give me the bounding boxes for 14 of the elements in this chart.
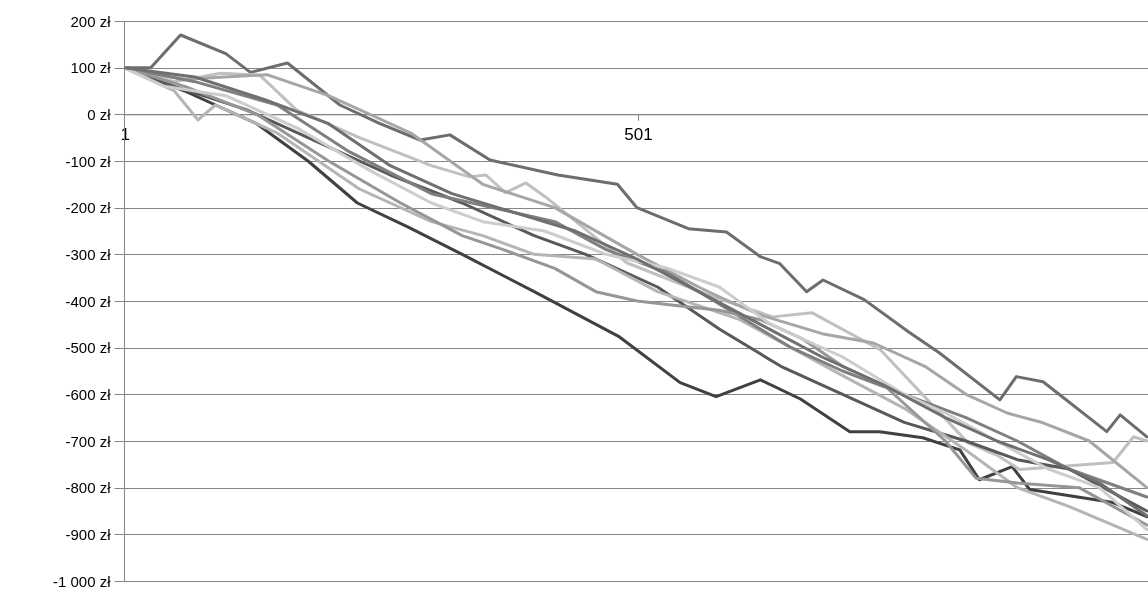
y-tick-label: 0 zł	[87, 105, 112, 123]
x-tick-label: 501	[624, 124, 653, 144]
y-tick-label: -1 000 zł	[52, 572, 112, 590]
y-tick-label: -400 zł	[65, 292, 112, 310]
y-tick-label: -500 zł	[65, 339, 112, 357]
y-tick-label: 200 zł	[70, 12, 112, 30]
y-tick-label: -700 zł	[65, 432, 112, 450]
y-tick-label: -200 zł	[65, 199, 112, 217]
y-tick-label: -600 zł	[65, 385, 112, 403]
y-tick-label: -900 zł	[65, 525, 112, 543]
y-tick-label: -800 zł	[65, 479, 112, 497]
y-tick-label: -100 zł	[65, 152, 112, 170]
y-tick-label: -300 zł	[65, 245, 112, 263]
y-tick-label: 100 zł	[70, 59, 112, 77]
